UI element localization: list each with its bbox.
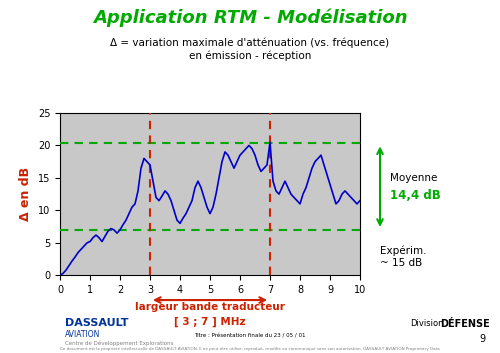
Text: [ 3 ; 7 ] MHz: [ 3 ; 7 ] MHz — [174, 317, 246, 327]
Text: en émission - réception: en émission - réception — [189, 50, 311, 61]
Text: 14,4 dB: 14,4 dB — [390, 189, 441, 202]
Text: ~ 15 dB: ~ 15 dB — [380, 258, 422, 268]
Text: AVIATION: AVIATION — [65, 330, 100, 339]
Text: Titre : Présentation finale du 23 / 05 / 01: Titre : Présentation finale du 23 / 05 /… — [194, 334, 306, 339]
Text: largeur bande traducteur: largeur bande traducteur — [135, 302, 285, 312]
Y-axis label: Δ en dB: Δ en dB — [19, 167, 32, 221]
Text: Ce document est la propriété intellectuelle de DASSAULT AVIATION. Il ne peut êtr: Ce document est la propriété intellectue… — [60, 347, 440, 351]
Text: Moyenne: Moyenne — [390, 173, 438, 183]
Text: Δ = variation maximale d'atténuation (vs. fréquence): Δ = variation maximale d'atténuation (vs… — [110, 37, 390, 48]
Text: Expérim.: Expérim. — [380, 245, 426, 256]
Text: 9: 9 — [479, 334, 485, 343]
Text: Centre de Développement Explorations: Centre de Développement Explorations — [65, 341, 174, 346]
Text: DÉFENSE: DÉFENSE — [440, 319, 490, 329]
Text: DASSAULT: DASSAULT — [65, 318, 128, 328]
Text: Division: Division — [410, 319, 444, 328]
Text: Application RTM - Modélisation: Application RTM - Modélisation — [92, 9, 407, 27]
